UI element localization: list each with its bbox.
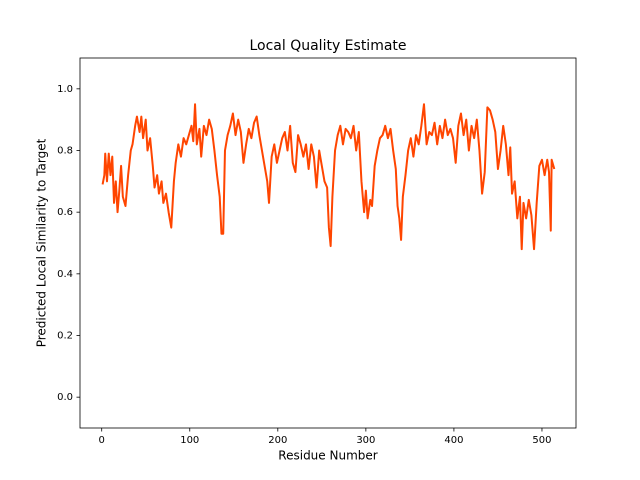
data-line [101, 103, 556, 251]
y-axis-label: Predicted Local Similarity to Target [35, 138, 49, 347]
y-tick-label: 1.0 [57, 84, 73, 95]
y-tick-label: 0.6 [57, 207, 73, 218]
x-tick-label: 200 [268, 435, 287, 446]
y-tick-label: 0.8 [57, 146, 73, 157]
plot-frame [79, 57, 577, 429]
x-tick-label: 0 [99, 435, 105, 446]
x-tick-label: 100 [180, 435, 199, 446]
x-tick-label: 400 [444, 435, 463, 446]
x-tick-label: 300 [356, 435, 375, 446]
x-axis-label: Residue Number [278, 449, 377, 463]
x-tick-label: 500 [532, 435, 551, 446]
y-tick-label: 0.2 [57, 331, 73, 342]
chart-title: Local Quality Estimate [249, 38, 406, 54]
y-tick-label: 0.0 [57, 392, 73, 403]
y-tick-label: 0.4 [57, 269, 73, 280]
